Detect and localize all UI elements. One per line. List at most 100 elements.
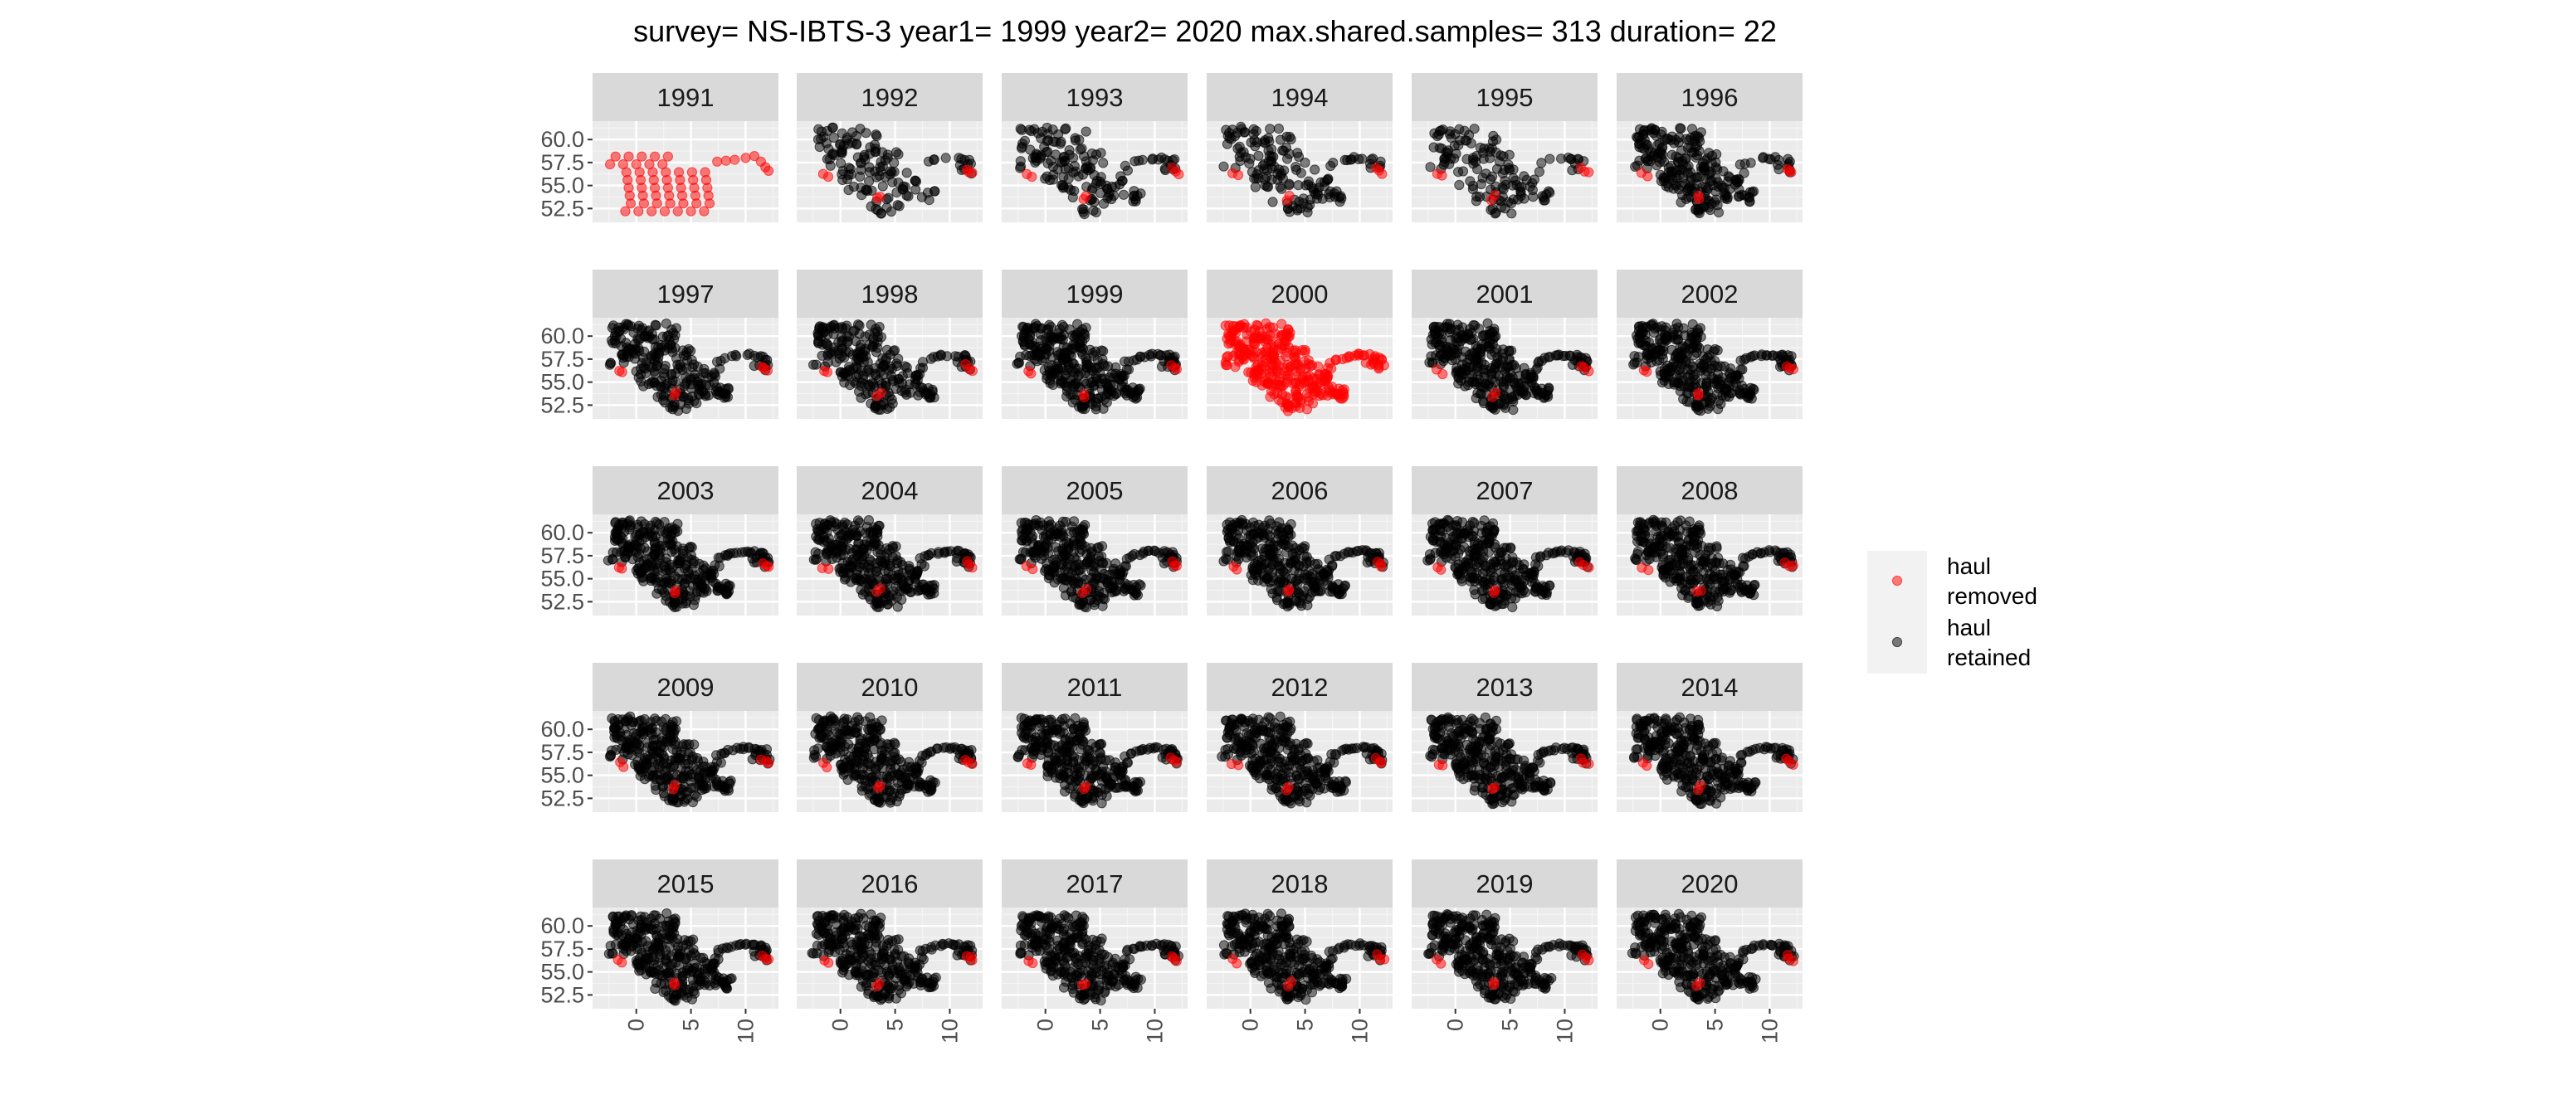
point-haul-retained <box>1498 377 1510 387</box>
point-haul-retained <box>1017 535 1027 546</box>
point-haul-retained <box>1486 349 1497 360</box>
point-haul-retained <box>621 352 632 363</box>
point-haul-retained <box>1480 579 1490 591</box>
point-haul-retained <box>1476 339 1487 350</box>
point-haul-retained <box>871 566 882 577</box>
point-haul-retained <box>1428 535 1439 546</box>
point-haul-removed <box>1222 351 1233 362</box>
point-haul-retained <box>1678 393 1689 405</box>
point-haul-retained <box>1504 149 1515 160</box>
point-haul-retained <box>1259 572 1270 582</box>
point-haul-retained <box>892 601 903 612</box>
point-haul-retained <box>1739 168 1749 178</box>
point-haul-removed <box>1220 320 1231 331</box>
point-haul-retained <box>1069 186 1080 197</box>
point-haul-removed <box>1487 392 1498 402</box>
point-haul-retained <box>910 577 921 587</box>
point-haul-retained <box>842 336 854 347</box>
point-haul-removed <box>1486 195 1497 206</box>
point-haul-retained <box>1469 124 1480 134</box>
point-haul-retained <box>1466 138 1476 148</box>
point-haul-retained <box>1690 153 1702 163</box>
point-haul-retained <box>1634 142 1645 153</box>
point-haul-retained <box>1661 322 1671 333</box>
point-haul-removed <box>1373 557 1383 567</box>
point-haul-retained <box>901 190 912 201</box>
point-haul-retained <box>1286 529 1296 540</box>
facet-strip-label: 2007 <box>1476 476 1534 505</box>
point-haul-retained <box>1044 341 1055 352</box>
point-haul-retained <box>1042 536 1053 547</box>
point-haul-removed <box>1301 404 1313 415</box>
point-haul-retained <box>1539 195 1549 206</box>
point-haul-removed <box>1237 353 1248 364</box>
point-haul-removed <box>1167 163 1178 173</box>
point-haul-removed <box>631 159 642 170</box>
point-haul-retained <box>1118 189 1129 200</box>
point-haul-retained <box>1508 405 1519 416</box>
point-haul-removed <box>1269 354 1280 365</box>
point-haul-retained <box>1661 369 1672 381</box>
point-haul-retained <box>1284 180 1295 191</box>
point-haul-retained <box>1633 352 1644 363</box>
point-haul-retained <box>887 398 898 409</box>
point-haul-retained <box>671 323 682 333</box>
point-haul-removed <box>1283 586 1294 597</box>
point-haul-retained <box>1645 352 1656 363</box>
point-haul-retained <box>1323 173 1334 184</box>
point-haul-retained <box>1677 158 1689 169</box>
point-haul-retained <box>1018 322 1029 333</box>
point-haul-retained <box>1477 536 1488 547</box>
point-haul-retained <box>661 595 671 606</box>
point-haul-retained <box>1440 548 1451 558</box>
point-haul-retained <box>1046 332 1057 343</box>
point-haul-retained <box>1098 403 1109 414</box>
point-haul-retained <box>1671 180 1681 191</box>
point-haul-retained <box>1661 517 1671 528</box>
point-haul-retained <box>1030 319 1042 329</box>
point-haul-retained <box>1471 157 1481 168</box>
point-haul-retained <box>1266 156 1277 167</box>
point-haul-removed <box>1306 360 1318 371</box>
point-haul-retained <box>652 562 663 574</box>
point-haul-retained <box>856 365 867 376</box>
facet-strip <box>593 270 778 318</box>
point-haul-retained <box>889 345 900 356</box>
point-haul-retained <box>1675 169 1686 181</box>
point-haul-retained <box>621 319 632 329</box>
point-haul-retained <box>1285 207 1295 217</box>
point-haul-retained <box>1514 371 1525 382</box>
point-haul-retained <box>1253 150 1264 161</box>
point-haul-retained <box>1281 131 1292 142</box>
point-haul-retained <box>1048 567 1059 578</box>
point-haul-retained <box>1470 589 1481 600</box>
point-haul-retained <box>1116 381 1127 392</box>
point-haul-retained <box>1490 207 1501 218</box>
point-haul-retained <box>872 547 883 557</box>
point-haul-removed <box>1027 564 1038 575</box>
point-haul-retained <box>1279 567 1290 578</box>
point-haul-retained <box>1275 577 1286 588</box>
point-haul-retained <box>1701 185 1712 196</box>
point-haul-retained <box>1688 371 1699 382</box>
point-haul-removed <box>1281 195 1292 206</box>
point-haul-retained <box>872 331 884 343</box>
facet-strip <box>1412 73 1598 121</box>
point-haul-retained <box>1281 547 1292 557</box>
point-haul-retained <box>635 333 646 344</box>
point-haul-retained <box>1061 590 1071 601</box>
point-haul-retained <box>1302 207 1313 217</box>
point-haul-removed <box>1078 194 1089 205</box>
facet-strip-label: 1995 <box>1476 83 1534 112</box>
facet-panel-2005: 2005 <box>1002 466 1188 616</box>
point-haul-removed <box>740 153 751 163</box>
point-haul-retained <box>811 359 822 370</box>
point-haul-retained <box>1634 124 1646 134</box>
point-haul-retained <box>1471 196 1482 207</box>
point-haul-retained <box>1298 193 1309 204</box>
point-haul-retained <box>1465 176 1476 187</box>
point-haul-retained <box>1439 153 1450 164</box>
facet-panel-2001: 2001 <box>1412 270 1598 419</box>
point-haul-retained <box>720 392 731 402</box>
point-haul-removed <box>669 390 680 401</box>
